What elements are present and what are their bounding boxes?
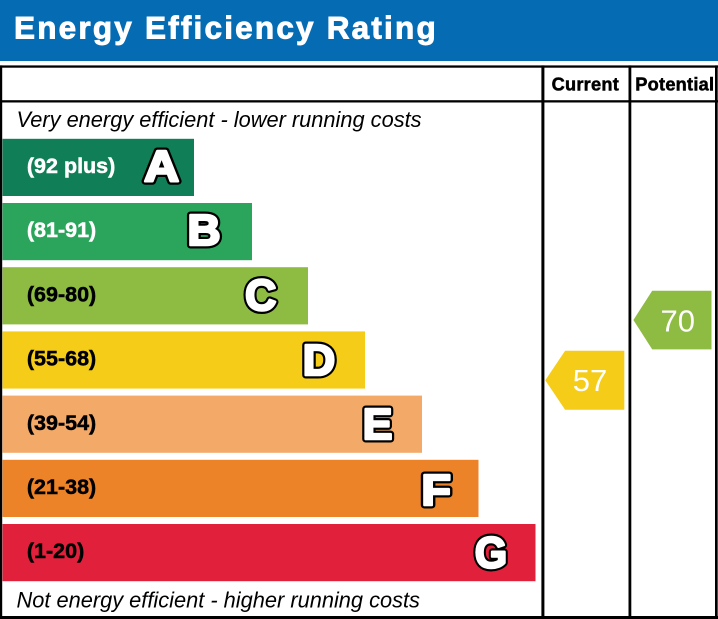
svg-text:Energy Efficiency Rating: Energy Efficiency Rating xyxy=(14,9,438,45)
svg-text:C: C xyxy=(245,272,276,320)
svg-text:B: B xyxy=(187,205,220,255)
svg-text:D: D xyxy=(303,337,335,386)
svg-text:Very energy efficient - lower: Very energy efficient - lower running co… xyxy=(17,107,422,132)
svg-text:Not energy efficient - higher: Not energy efficient - higher running co… xyxy=(17,588,421,613)
svg-text:(81-91): (81-91) xyxy=(27,218,96,242)
svg-text:F: F xyxy=(421,465,451,514)
svg-text:F: F xyxy=(421,465,451,514)
svg-text:G: G xyxy=(475,528,507,577)
svg-text:C: C xyxy=(245,272,276,320)
svg-text:70: 70 xyxy=(661,304,695,339)
svg-text:Potential: Potential xyxy=(635,74,714,94)
svg-text:G: G xyxy=(475,528,507,577)
svg-text:E: E xyxy=(363,400,393,449)
svg-text:(39-54): (39-54) xyxy=(27,411,96,435)
svg-text:57: 57 xyxy=(573,363,607,398)
svg-text:E: E xyxy=(363,400,393,449)
svg-text:(55-68): (55-68) xyxy=(27,347,96,371)
svg-text:Current: Current xyxy=(552,74,619,94)
svg-text:(1-20): (1-20) xyxy=(27,539,84,563)
svg-text:(92 plus): (92 plus) xyxy=(27,154,115,178)
svg-text:(21-38): (21-38) xyxy=(27,475,96,499)
svg-text:A: A xyxy=(144,141,179,190)
svg-text:D: D xyxy=(303,337,335,386)
svg-text:(69-80): (69-80) xyxy=(27,282,96,306)
svg-text:A: A xyxy=(144,141,179,190)
svg-text:B: B xyxy=(187,205,220,255)
